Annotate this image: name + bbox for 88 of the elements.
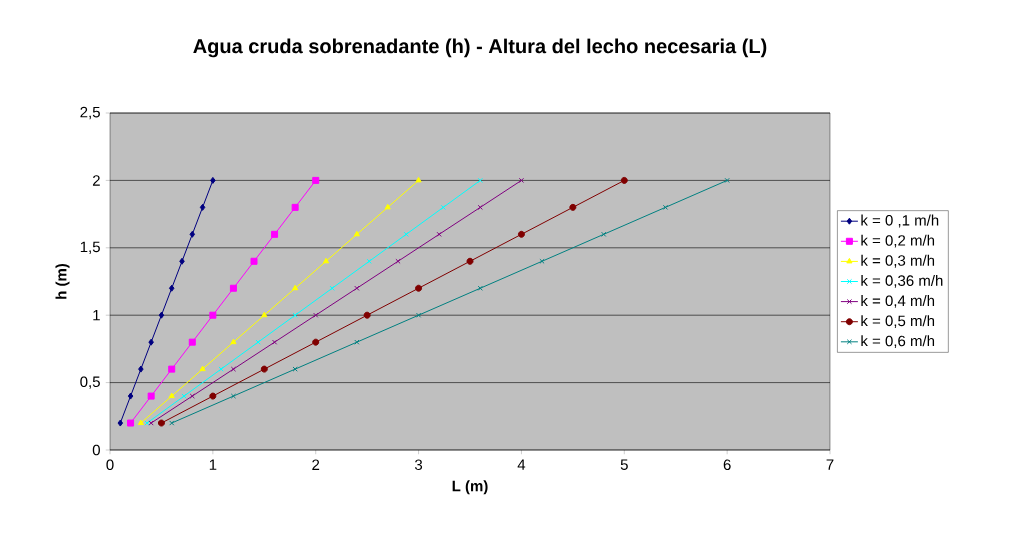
point (322, 257, 330, 264)
point (230, 366, 237, 372)
point (137, 419, 144, 426)
point (127, 392, 134, 400)
point (363, 311, 371, 319)
y-tick-label: 0,5 (80, 376, 100, 389)
point (662, 204, 669, 210)
chart-title: Agua cruda sobrenadante (h) - Altura del lecho necesaria (L) (193, 38, 767, 58)
x-tick-label: 3 (414, 459, 423, 471)
point (313, 312, 319, 318)
point (477, 285, 483, 291)
point (210, 176, 216, 184)
point (218, 366, 224, 372)
legend-label: k = 0,36 m/h (861, 274, 943, 288)
point (539, 258, 545, 264)
point (312, 176, 320, 184)
point (477, 204, 483, 210)
point (138, 365, 144, 373)
point (260, 365, 268, 373)
legend-label: k = 0,5 m/h (861, 315, 935, 328)
point (230, 393, 237, 399)
x-tick-label: 6 (723, 459, 731, 471)
x-tick-label: 1 (209, 459, 217, 470)
point (403, 231, 409, 237)
y-axis-title: h (m) (55, 263, 70, 299)
point (250, 257, 258, 265)
x-tick-label: 0 (106, 459, 114, 471)
point (168, 365, 176, 373)
point (188, 338, 196, 346)
point (189, 230, 196, 238)
point (601, 231, 607, 237)
point (466, 257, 474, 265)
legend-label: k = 0 ,1 m/h (861, 214, 939, 228)
point (354, 339, 360, 345)
point (312, 338, 320, 346)
point (158, 311, 165, 319)
point (230, 338, 237, 345)
x-tick-label: 5 (620, 459, 628, 470)
point (209, 311, 217, 319)
point (354, 285, 360, 291)
point (179, 257, 185, 265)
point (117, 419, 124, 427)
point (292, 366, 298, 372)
point (440, 204, 446, 210)
legend-label: k = 0,2 m/h (861, 234, 935, 248)
legend-label: k = 0,4 m/h (861, 295, 935, 308)
y-tick-label: 2,5 (80, 106, 100, 120)
point (329, 285, 335, 291)
point (271, 339, 278, 345)
point (517, 230, 525, 238)
point (395, 258, 401, 264)
legend-label: k = 0,3 m/h (861, 254, 935, 268)
y-tick-label: 0 (92, 444, 100, 456)
point (199, 203, 206, 211)
point (415, 284, 423, 292)
point (353, 230, 360, 237)
point (147, 392, 155, 400)
point (157, 419, 165, 427)
point (148, 338, 154, 346)
x-tick-label: 4 (517, 459, 526, 470)
point (415, 312, 422, 318)
point (271, 230, 279, 238)
point (261, 311, 268, 318)
point (620, 176, 628, 184)
x-axis-title: L (m) (452, 480, 488, 495)
point (181, 393, 187, 399)
point (255, 339, 261, 345)
point (415, 176, 422, 183)
point (168, 284, 175, 292)
point (209, 392, 217, 400)
point (436, 231, 442, 237)
point (292, 284, 299, 291)
point (366, 258, 372, 264)
point (292, 312, 298, 318)
y-tick-label: 2 (92, 175, 100, 186)
point (189, 393, 195, 399)
point (199, 365, 206, 372)
x-tick-label: 7 (826, 459, 834, 470)
y-tick-label: 1,5 (80, 241, 100, 254)
point (229, 284, 237, 292)
x-tick-label: 2 (312, 459, 320, 470)
point (168, 392, 175, 399)
point (384, 203, 391, 210)
legend-label: k = 0,6 m/h (861, 335, 935, 349)
point (291, 203, 299, 211)
point (127, 419, 135, 427)
point (569, 203, 577, 211)
y-tick-label: 1 (93, 310, 100, 321)
